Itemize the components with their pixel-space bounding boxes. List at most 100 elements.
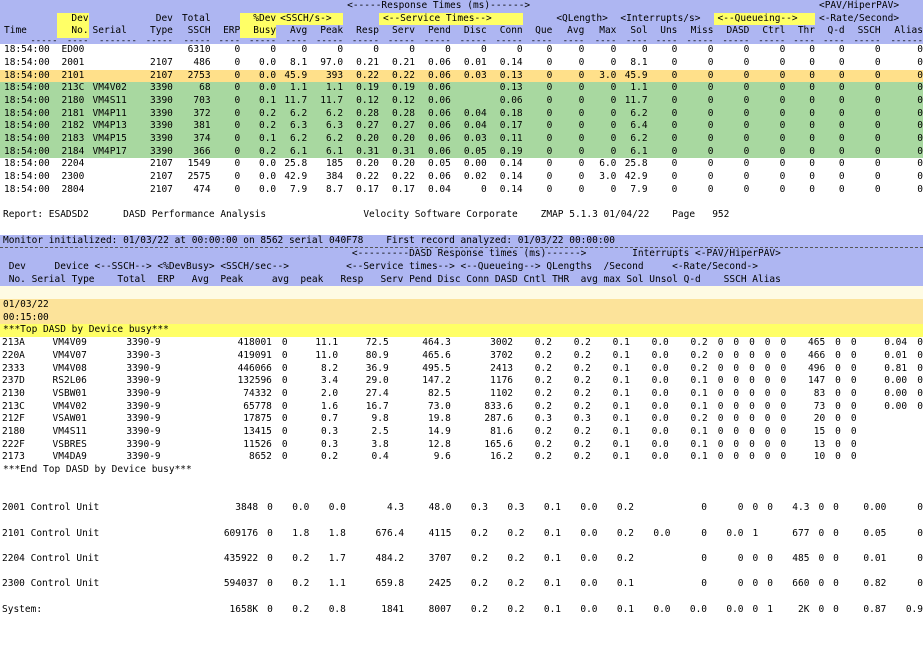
column-header-row: Time No. Serial Type SSCH ERP Busy Avg Peak Resp S… xyxy=(0,25,923,39)
cell-busy: 0.0 xyxy=(258,82,277,94)
cell-alias: 0 xyxy=(917,400,923,412)
cell-avg: 8.2 xyxy=(320,362,339,374)
device-row[interactable]: 18:54:00 213C VM4V02 3390 68 0 0.0 1.1 1.1 0.19 0.… xyxy=(0,82,923,95)
cell-peak: 393 xyxy=(325,69,344,81)
control-unit-row[interactable]: 2204 Control Unit 435922 0 0.2 1.7 484.2 3707 0… xyxy=(0,553,923,566)
device-row[interactable]: 18:54:00 2804 2107 474 0 0.0 7.9 8.7 0.17 0.17 0.0… xyxy=(0,183,923,197)
cell-conn: 0.06 xyxy=(499,94,523,106)
cell-alias: 0 xyxy=(917,82,923,94)
cell-thr: 0 xyxy=(749,375,755,387)
cell-thr: 0 xyxy=(749,349,755,361)
header-line-1: <---------DASD Response times (ms)------… xyxy=(3,248,781,260)
cell-time: 18:54:00 xyxy=(4,44,50,56)
cell-pend: 0.06 xyxy=(427,107,451,119)
cell-resp: 0.2 xyxy=(470,552,489,564)
cell-time: 18:54:00 xyxy=(4,69,50,81)
cell-ctrl: 0 xyxy=(779,171,786,183)
cell-conn: 0.2 xyxy=(616,502,635,514)
control-unit-row[interactable]: 2101 Control Unit 609176 0 1.8 1.8 676.4 4115 0… xyxy=(0,528,923,541)
cell-avg: 0 xyxy=(578,69,585,81)
system-total-row[interactable]: System: 1658K 0 0.2 0.8 1841 8007 0.2 0.2 0.1 0.0 0… xyxy=(0,604,923,617)
device-row[interactable]: 18:54:00 2101 2107 2753 0 0.0 45.9 393 0.22 0.22 0… xyxy=(0,69,923,83)
cell-erp: 0 xyxy=(267,502,273,514)
top-dasd-row[interactable]: 220A VM4V07 3390-3 419091 0 11.0 80.9 465.6 3702… xyxy=(0,350,923,363)
cell-total: 1658K xyxy=(229,603,259,615)
cell-resp: 0.2 xyxy=(534,438,552,450)
control-unit-row[interactable]: 2300 Control Unit 594037 0 0.2 1.1 659.8 2425 0… xyxy=(0,578,923,591)
device-row[interactable]: 18:54:00 2184 VM4P17 3390 366 0 0.2 6.1 6.1 0.31 0… xyxy=(0,145,923,159)
top-dasd-row[interactable]: 212F VSAW01 3390-9 17875 0 0.7 9.8 19.8 287.6 0.3… xyxy=(0,413,923,426)
column-underline: ---- xyxy=(655,36,678,47)
cell-conn: 0.1 xyxy=(690,387,708,399)
column-underline: ----- xyxy=(459,36,487,47)
cell-no-: 2184 xyxy=(61,145,85,157)
cell-max: 3.0 xyxy=(599,171,617,183)
cell-avg: 0.0 xyxy=(292,502,310,514)
cell-ssch-peak: 833.6 xyxy=(484,400,514,412)
device-row[interactable]: 18:54:00 2300 2107 2575 0 0.0 42.9 384 0.22 0.22 0… xyxy=(0,171,923,184)
device-row[interactable]: 18:54:00 ED00 6310 0 0 0 0 0 0 0 0 0 0 0 0 0 0 0 0 0 0 0 0 0 xyxy=(0,44,923,57)
cell-serial xyxy=(89,158,137,171)
cell-sol: 15 xyxy=(813,426,826,438)
cell-disc: 0.0 xyxy=(580,603,598,615)
cell-avg: 0 xyxy=(578,158,585,170)
cell-peak: 1.8 xyxy=(328,527,346,539)
cell-ssch: 0 xyxy=(874,158,881,170)
cell-alias: 0 xyxy=(917,502,923,514)
cell-sol: 4.3 xyxy=(792,502,810,514)
cell-serial: VM4V07 xyxy=(52,349,87,361)
cell-qavg: 0 xyxy=(764,413,771,425)
cell-q-d: 0 xyxy=(838,107,845,119)
device-row[interactable]: 18:54:00 2001 2107 486 0 0.0 8.1 97.0 0.21 0.21 0.… xyxy=(0,56,923,70)
cell-disc: 0.0 xyxy=(651,387,669,399)
top-dasd-row[interactable]: 237D RS2L06 3390-9 132596 0 3.4 29.0 147.2 1176 0… xyxy=(0,375,923,388)
column-avg: Avg xyxy=(290,25,308,37)
top-dasd-row[interactable]: 213A VM4V09 3390-9 418001 0 11.1 72.5 464.3 3002… xyxy=(0,337,923,350)
top-dasd-row[interactable]: 2173 VM4DA9 3390-9 8652 0 0.2 0.4 9.6 16.2 0.2 0.2… xyxy=(0,451,923,464)
cell-erp: 0 xyxy=(281,426,288,438)
cell-ssch: 0 xyxy=(874,183,881,195)
cell-uns: 0 xyxy=(671,69,678,81)
device-row[interactable]: 18:54:00 2181 VM4P11 3390 372 0 0.2 6.2 6.2 0.28 0… xyxy=(0,107,923,121)
column-que: Que xyxy=(535,25,553,37)
cell-serial: VM4S11 xyxy=(52,426,87,438)
column-underline: ------- xyxy=(99,36,137,47)
top-dasd-row[interactable]: 2333 VM4V08 3390-9 446066 0 8.2 36.9 495.5 2413 0… xyxy=(0,363,923,376)
cell-q-d: 0 xyxy=(838,56,845,68)
cell-conn: 0.2 xyxy=(690,349,708,361)
cell-sol: 465 xyxy=(808,337,826,349)
cell-max: 0 xyxy=(610,107,617,119)
column-thr: Thr xyxy=(797,25,815,37)
cell-no-: 2204 xyxy=(61,158,85,170)
cell-peak: 0.4 xyxy=(371,451,389,463)
device-row[interactable]: 18:54:00 2204 2107 1549 0 0.0 25.8 185 0.20 0.20 0… xyxy=(0,158,923,172)
top-dasd-row[interactable]: 213C VM4V02 3390-9 65778 0 1.6 16.7 73.0 833.6 0.… xyxy=(0,401,923,414)
cell-serial: VM4P11 xyxy=(92,107,127,119)
device-row[interactable]: 18:54:00 2180 VM4S11 3390 703 0 0.1 11.7 11.7 0.1… xyxy=(0,94,923,108)
cell-qd: 0 xyxy=(850,413,857,425)
cell-serv: 0.2 xyxy=(507,527,525,539)
device-row[interactable]: 18:54:00 2182 VM4P13 3390 381 0 0.2 6.3 6.3 0.27 0… xyxy=(0,120,923,134)
top-dasd-row[interactable]: 2130 VSBW01 3390-9 74332 0 2.0 27.4 82.5 1102 0.2… xyxy=(0,388,923,401)
top-dasd-row[interactable]: 222F VSBRES 3390-9 11526 0 0.3 3.8 12.8 165.6 0.2… xyxy=(0,439,923,452)
cell-total: 11526 xyxy=(243,438,272,450)
cell-rate-ssch xyxy=(857,413,908,426)
cell-conn: 0.1 xyxy=(690,451,708,463)
cell-avg: 6.1 xyxy=(290,145,308,157)
cell-qd: 0 xyxy=(833,502,839,514)
report-line: Report: ESADSD2 DASD Performance Analysi… xyxy=(0,209,923,222)
cell-avg: 0.3 xyxy=(320,426,339,438)
cell-que: 0 xyxy=(546,107,553,119)
device-row[interactable]: 18:54:00 2183 VM4P15 3390 374 0 0.1 6.2 6.2 0.20 0… xyxy=(0,133,923,146)
top-dasd-row[interactable]: 2180 VM4S11 3390-9 13415 0 0.3 2.5 14.9 81.6 0.2 0… xyxy=(0,426,923,439)
cell-serv: 0 xyxy=(409,44,415,56)
cell-resp: 0.2 xyxy=(534,387,552,399)
cell-pend: 0.04 xyxy=(427,183,451,195)
column-underline: ----- xyxy=(387,36,415,47)
cell-disc: 0.0 xyxy=(651,413,669,425)
control-unit-row[interactable]: 2001 Control Unit 3848 0 0.0 0.0 4.3 48.0 0.3 0.… xyxy=(0,502,923,515)
cell-serv: 0.2 xyxy=(573,438,591,450)
cell-alias: 0 xyxy=(917,578,923,590)
cell-no: 2180 xyxy=(2,426,25,438)
cell-peak: 0 xyxy=(337,44,344,56)
